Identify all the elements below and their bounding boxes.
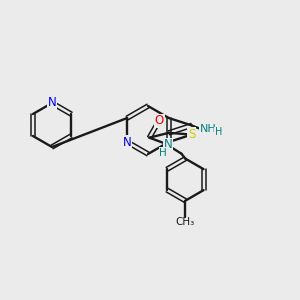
Text: O: O bbox=[155, 114, 164, 127]
Text: N: N bbox=[164, 138, 173, 151]
Text: H: H bbox=[214, 127, 222, 137]
Text: N: N bbox=[123, 136, 132, 148]
Text: S: S bbox=[188, 128, 195, 141]
Text: CH₃: CH₃ bbox=[176, 217, 195, 227]
Text: H: H bbox=[160, 148, 167, 158]
Text: NH: NH bbox=[200, 124, 217, 134]
Text: N: N bbox=[48, 97, 56, 110]
